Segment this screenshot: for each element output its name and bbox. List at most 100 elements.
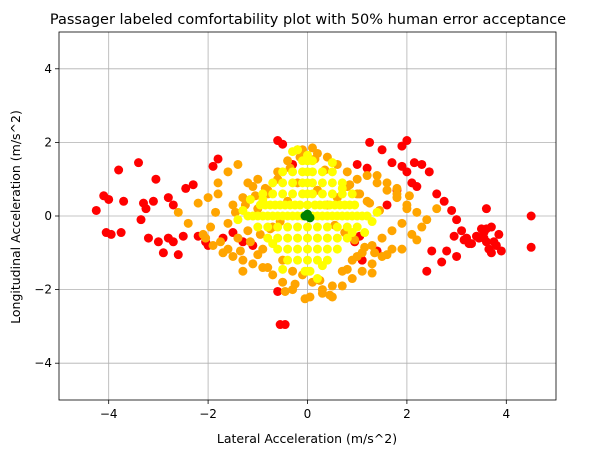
data-point <box>91 205 101 215</box>
data-point <box>141 204 151 214</box>
data-point <box>322 244 332 254</box>
data-point <box>424 167 434 177</box>
data-point <box>367 240 377 250</box>
data-point <box>245 237 255 247</box>
data-point <box>417 222 427 232</box>
data-point <box>496 246 506 256</box>
data-point <box>283 222 293 232</box>
data-point <box>263 263 273 273</box>
data-point <box>439 196 449 206</box>
data-point <box>459 235 469 245</box>
data-point <box>342 167 352 177</box>
data-point <box>437 257 447 267</box>
data-point <box>312 274 322 284</box>
y-tick-label: 2 <box>44 135 52 149</box>
data-point <box>337 281 347 291</box>
data-point <box>283 233 293 243</box>
data-point <box>213 189 223 199</box>
data-point <box>116 228 126 238</box>
data-point <box>298 189 308 199</box>
y-axis-label: Longitudinal Acceleration (m/s^2) <box>8 110 23 324</box>
data-point <box>327 189 337 199</box>
data-point <box>278 178 288 188</box>
x-tick-label: −4 <box>100 407 118 421</box>
data-point <box>332 222 342 232</box>
data-point <box>223 167 233 177</box>
data-point <box>452 251 462 261</box>
y-tick-label: −4 <box>34 356 52 370</box>
data-point <box>412 182 422 192</box>
data-point <box>486 248 496 258</box>
data-point <box>290 279 300 289</box>
data-point <box>278 167 288 177</box>
data-point <box>377 233 387 243</box>
data-point <box>367 259 377 269</box>
data-point <box>307 189 317 199</box>
data-point <box>317 288 327 298</box>
data-point <box>201 233 211 243</box>
data-point <box>382 185 392 195</box>
data-point <box>243 226 253 236</box>
data-point <box>365 198 375 208</box>
data-point <box>168 237 178 247</box>
data-point <box>273 222 283 232</box>
y-tick-label: 4 <box>44 62 52 76</box>
data-point <box>372 178 382 188</box>
data-point <box>442 246 452 256</box>
data-point <box>193 198 203 208</box>
data-point <box>409 158 419 168</box>
data-point <box>305 292 315 302</box>
data-point <box>526 242 536 252</box>
data-point <box>427 246 437 256</box>
data-point <box>317 261 327 271</box>
data-point <box>223 218 233 228</box>
data-point <box>342 264 352 274</box>
data-point <box>303 222 312 232</box>
data-point <box>402 167 412 177</box>
data-point <box>392 183 402 193</box>
data-point <box>293 222 303 232</box>
data-point <box>307 178 317 188</box>
data-point <box>417 159 427 169</box>
data-point <box>238 255 248 265</box>
data-point <box>382 178 392 188</box>
data-point <box>352 159 362 169</box>
data-point <box>372 207 382 217</box>
data-point <box>312 233 322 243</box>
data-point <box>432 204 442 214</box>
data-point <box>248 259 258 269</box>
data-point <box>134 158 144 168</box>
data-point <box>178 231 188 241</box>
data-point <box>307 143 317 153</box>
data-point <box>305 266 315 276</box>
data-point <box>153 237 163 247</box>
data-point <box>268 270 278 280</box>
data-point <box>526 211 536 221</box>
data-point <box>412 235 422 245</box>
data-point <box>412 207 422 217</box>
data-point <box>183 218 193 228</box>
data-point <box>213 154 223 164</box>
data-point <box>360 228 370 238</box>
data-point <box>481 204 491 214</box>
data-point <box>317 178 327 188</box>
data-point <box>258 194 268 204</box>
data-point <box>288 189 298 199</box>
data-point <box>327 167 337 177</box>
data-point <box>422 215 432 225</box>
data-point <box>352 174 362 184</box>
data-point <box>208 240 218 250</box>
data-point <box>293 255 303 265</box>
data-point <box>432 189 442 199</box>
data-point <box>253 250 263 260</box>
data-point <box>288 266 298 276</box>
data-point <box>253 174 263 184</box>
data-point <box>235 246 245 256</box>
data-point <box>273 286 283 296</box>
data-point <box>362 171 372 181</box>
y-tick-label: −2 <box>34 283 52 297</box>
data-point <box>211 207 221 217</box>
data-point <box>293 233 303 243</box>
data-point <box>325 290 335 300</box>
data-point <box>293 244 303 254</box>
